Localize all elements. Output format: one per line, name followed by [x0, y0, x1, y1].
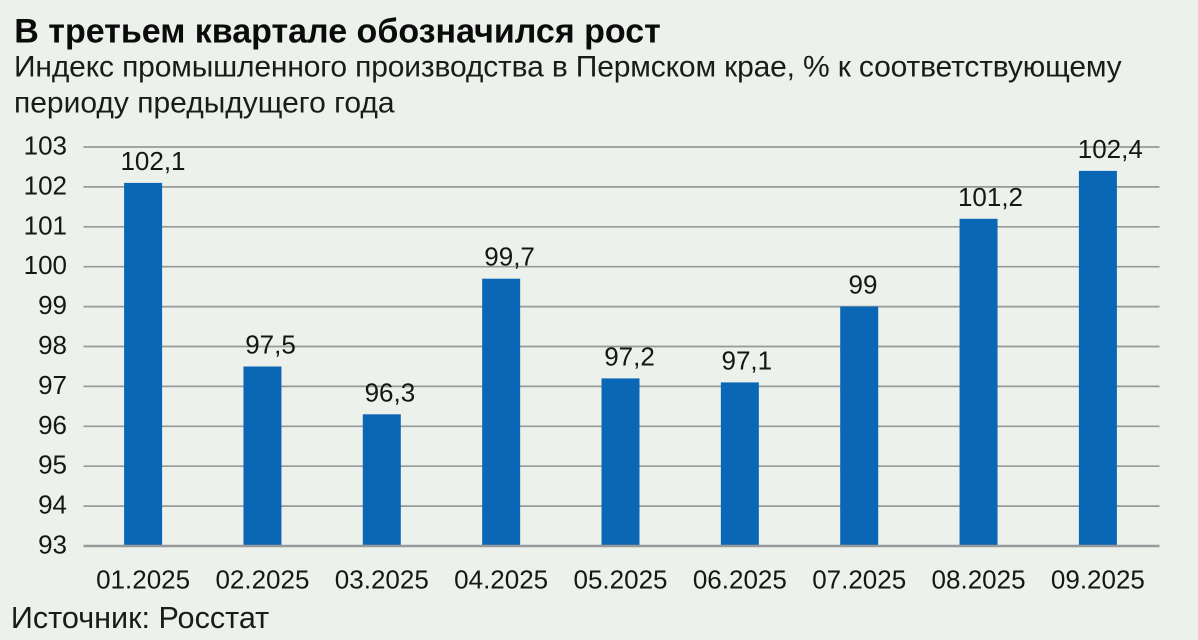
svg-text:94: 94 — [38, 490, 67, 520]
svg-text:103: 103 — [24, 131, 67, 161]
svg-text:99: 99 — [849, 270, 878, 300]
svg-text:99,7: 99,7 — [484, 242, 535, 272]
svg-text:06.2025: 06.2025 — [693, 565, 787, 595]
svg-text:97,5: 97,5 — [245, 330, 296, 360]
svg-text:99: 99 — [38, 290, 67, 320]
svg-text:101: 101 — [24, 210, 67, 240]
svg-text:08.2025: 08.2025 — [932, 565, 1026, 595]
svg-text:93: 93 — [38, 530, 67, 560]
svg-text:01.2025: 01.2025 — [96, 565, 190, 595]
svg-text:02.2025: 02.2025 — [215, 565, 309, 595]
svg-text:95: 95 — [38, 450, 67, 480]
svg-text:102,4: 102,4 — [1078, 134, 1143, 164]
svg-text:101,2: 101,2 — [958, 182, 1023, 212]
svg-text:Источник: Росстат: Источник: Росстат — [11, 601, 269, 635]
svg-text:97,2: 97,2 — [604, 341, 655, 371]
svg-text:07.2025: 07.2025 — [812, 565, 906, 595]
svg-text:97: 97 — [38, 370, 67, 400]
svg-text:96: 96 — [38, 410, 67, 440]
svg-text:98: 98 — [38, 330, 67, 360]
svg-text:05.2025: 05.2025 — [574, 565, 668, 595]
svg-text:100: 100 — [24, 250, 67, 280]
svg-text:периоду предыдущего года: периоду предыдущего года — [14, 87, 395, 120]
svg-text:04.2025: 04.2025 — [454, 565, 548, 595]
svg-text:09.2025: 09.2025 — [1051, 565, 1145, 595]
svg-text:102: 102 — [24, 170, 67, 200]
svg-text:В третьем квартале обозначился: В третьем квартале обозначился рост — [14, 13, 660, 51]
svg-text:102,1: 102,1 — [120, 146, 185, 176]
svg-text:Индекс промышленного производс: Индекс промышленного производства в Перм… — [14, 50, 1122, 83]
svg-text:03.2025: 03.2025 — [335, 565, 429, 595]
svg-text:96,3: 96,3 — [365, 377, 416, 407]
svg-text:97,1: 97,1 — [721, 345, 772, 375]
